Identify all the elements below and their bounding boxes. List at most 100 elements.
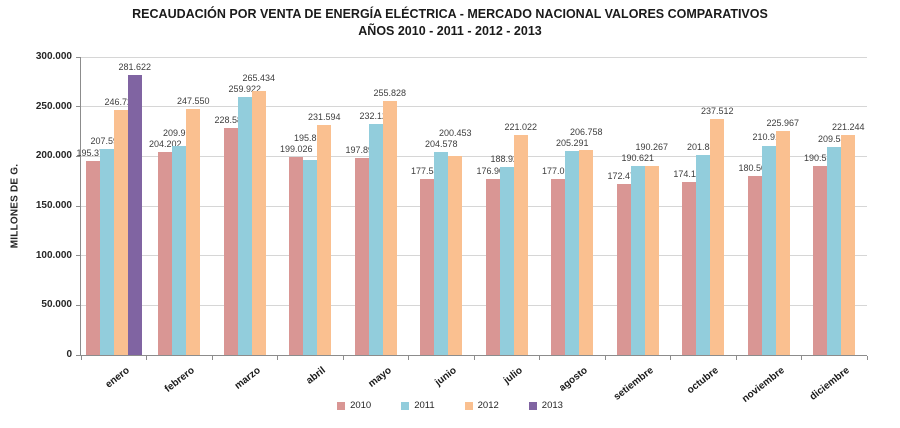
- data-label-2010-marzo: 228.587: [214, 114, 248, 125]
- gridline: [81, 155, 867, 157]
- data-label-2012-diciembre: 221.244: [831, 122, 865, 133]
- data-label-2011-junio: 204.578: [424, 138, 458, 149]
- x-axis-label-marzo: marzo: [232, 365, 263, 392]
- legend-label: 2012: [477, 400, 499, 411]
- chart-legend: 2010 2011 2012 2013: [0, 400, 900, 411]
- legend-swatch-icon: [464, 401, 473, 410]
- x-axis-label-setiembre: setiembre: [611, 365, 656, 403]
- data-label-2012-agosto: 206.758: [569, 127, 603, 138]
- x-axis-label-noviembre: noviembre: [739, 365, 787, 405]
- data-label-2010-enero: 195.372: [76, 147, 110, 158]
- x-axis-tick-mark: [473, 356, 475, 360]
- x-axis-tick-mark: [866, 356, 868, 360]
- y-axis-tick-label: 250.000: [35, 100, 72, 112]
- x-axis-label-abril: abril: [304, 365, 329, 387]
- bar-2011-junio: [434, 151, 449, 355]
- x-axis-tick-mark: [146, 356, 147, 360]
- x-axis-tick-mark: [277, 356, 278, 360]
- data-label-2010-noviembre: 180.507: [738, 162, 772, 173]
- data-label-2010-octubre: 174.116: [673, 169, 706, 180]
- bar-2010-febrero: [158, 152, 173, 355]
- data-label-2010-setiembre: 172.470: [607, 170, 641, 181]
- data-label-2011-julio: 188.922: [490, 154, 524, 165]
- y-axis-tick-mark: [76, 106, 80, 108]
- y-axis-tick-label: 150.000: [35, 200, 72, 211]
- x-axis-tick-mark: [80, 356, 82, 360]
- bar-2012-julio: [513, 135, 528, 355]
- data-label-2011-mayo: 232.125: [359, 111, 393, 122]
- x-axis-label-julio: julio: [501, 365, 525, 387]
- data-label-2011-agosto: 205.291: [555, 138, 589, 149]
- data-label-2010-febrero: 204.202: [148, 139, 182, 150]
- x-axis-label-octubre: octubre: [685, 365, 722, 397]
- data-label-2012-enero: 246.727: [104, 96, 138, 107]
- y-axis-tick-label: 0: [66, 349, 72, 360]
- bar-2010-noviembre: [747, 175, 762, 355]
- data-label-2012-julio: 221.022: [504, 122, 538, 133]
- x-axis-tick-mark: [342, 356, 344, 360]
- data-label-2011-febrero: 209.969: [162, 128, 196, 139]
- y-axis-tick-label: 200.000: [35, 150, 72, 162]
- legend-item-2012: 2012: [464, 400, 499, 411]
- bar-2010-mayo: [354, 158, 369, 355]
- x-axis-tick-mark: [408, 356, 409, 360]
- bar-2011-agosto: [565, 151, 580, 355]
- data-label-2011-abril: 195.893: [293, 133, 327, 144]
- data-label-2012-noviembre: 225.967: [766, 117, 800, 128]
- data-label-2013-enero: 281.622: [118, 62, 152, 73]
- data-label-2012-junio: 200.453: [438, 127, 472, 138]
- bar-2012-setiembre: [644, 166, 659, 355]
- legend-item-2013: 2013: [528, 400, 563, 411]
- legend-swatch-icon: [337, 401, 346, 410]
- data-label-2011-noviembre: 210.913: [752, 132, 786, 143]
- y-axis-tick-label: 100.000: [35, 249, 72, 261]
- bar-2010-junio: [420, 178, 435, 355]
- x-axis-label-enero: enero: [103, 365, 132, 391]
- y-axis-tick-mark: [76, 155, 80, 157]
- data-label-2011-setiembre: 190.621: [621, 152, 655, 163]
- chart-title-line1: RECAUDACIÓN POR VENTA DE ENERGÍA ELÉCTRI…: [132, 7, 768, 21]
- bar-2011-enero: [99, 148, 114, 355]
- y-axis-tick-label: 300.000: [35, 51, 72, 62]
- legend-item-2010: 2010: [337, 400, 371, 411]
- x-axis-label-diciembre: diciembre: [808, 365, 853, 403]
- gridline: [81, 255, 867, 257]
- y-axis-tick-mark: [76, 255, 80, 257]
- legend-label: 2013: [541, 400, 563, 411]
- x-axis-tick-mark: [801, 356, 802, 360]
- y-axis-tick-mark: [76, 56, 80, 58]
- data-label-2012-setiembre: 190.267: [635, 141, 669, 152]
- bar-2010-octubre: [682, 182, 697, 355]
- bar-2012-enero: [113, 109, 128, 355]
- bar-2010-agosto: [551, 179, 566, 355]
- legend-label: 2011: [414, 400, 435, 411]
- bar-2011-julio: [499, 167, 514, 355]
- data-label-2010-junio: 177.540: [410, 165, 444, 176]
- x-axis-tick-mark: [604, 356, 606, 360]
- x-axis-tick-mark: [539, 356, 540, 360]
- x-axis-label-mayo: mayo: [366, 365, 394, 390]
- bar-2012-marzo: [251, 91, 266, 355]
- plot-area: 195.372 207.591 246.727 281.622 204.202 209.9…: [76, 56, 868, 360]
- bar-2011-abril: [303, 160, 318, 355]
- y-axis-tick-mark: [76, 205, 80, 207]
- y-axis-tick-mark: [76, 304, 80, 306]
- chart-title-line2: AÑOS 2010 - 2011 - 2012 - 2013: [358, 24, 542, 38]
- legend-label: 2010: [350, 400, 372, 411]
- y-axis-tick-mark: [76, 354, 80, 356]
- bar-2011-noviembre: [761, 145, 776, 355]
- data-label-2010-mayo: 197.896: [345, 145, 379, 156]
- bar-2011-febrero: [172, 146, 187, 355]
- gridline: [81, 205, 867, 207]
- x-axis-tick-mark: [735, 356, 737, 360]
- chart-title: RECAUDACIÓN POR VENTA DE ENERGÍA ELÉCTRI…: [0, 6, 900, 40]
- x-axis-label-agosto: agosto: [557, 365, 591, 394]
- bar-2012-diciembre: [841, 135, 856, 355]
- bar-2010-enero: [85, 160, 100, 355]
- legend-swatch-icon: [401, 401, 410, 410]
- x-axis-tick-mark: [670, 356, 671, 360]
- data-label-2011-enero: 207.591: [90, 135, 124, 146]
- bar-2010-julio: [485, 179, 500, 355]
- data-label-2011-octubre: 201.844: [686, 141, 720, 152]
